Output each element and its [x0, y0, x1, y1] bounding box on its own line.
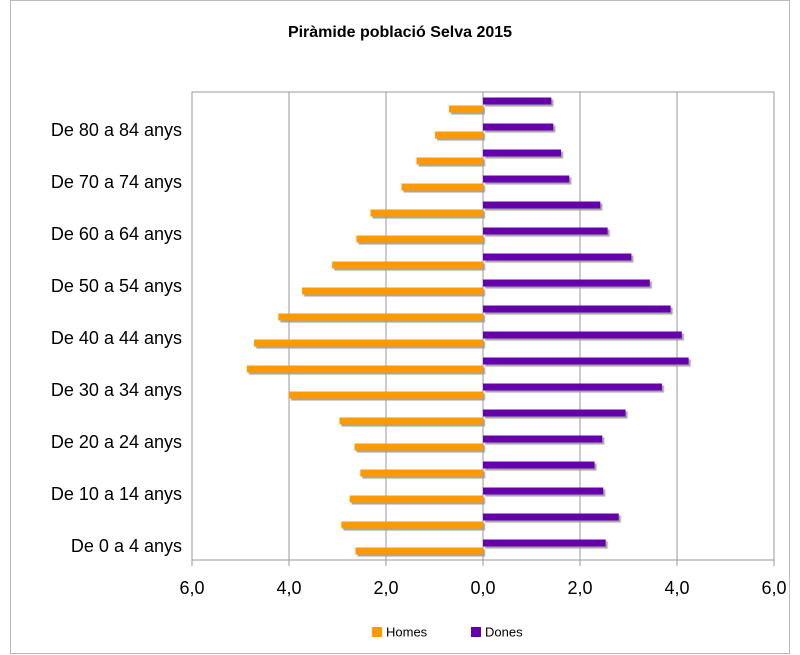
bar	[332, 261, 483, 269]
bar	[434, 131, 483, 139]
y-tick-label: De 60 a 64 anys	[51, 224, 182, 244]
x-tick-label: 4,0	[664, 578, 689, 598]
y-tick-label: De 80 a 84 anys	[51, 120, 182, 140]
x-tick-label: 2,0	[373, 578, 398, 598]
bar	[401, 183, 483, 191]
x-tick-label: 0,0	[470, 578, 495, 598]
bar	[360, 469, 483, 477]
bar	[370, 209, 483, 217]
legend-swatch	[471, 627, 481, 637]
bar	[449, 105, 483, 113]
y-tick-label: De 70 a 74 anys	[51, 172, 182, 192]
bar	[254, 339, 483, 347]
chart-title: Piràmide població Selva 2015	[288, 24, 512, 41]
y-tick-label: De 20 a 24 anys	[51, 432, 182, 452]
bar	[483, 279, 650, 287]
bar	[341, 521, 483, 529]
bar	[483, 357, 689, 365]
legend-swatch	[372, 627, 382, 637]
bar	[416, 157, 483, 165]
y-tick-label: De 0 a 4 anys	[71, 536, 182, 556]
x-tick-label: 6,0	[761, 578, 786, 598]
bar	[483, 201, 601, 209]
bar	[355, 547, 483, 555]
legend-label: Homes	[386, 624, 428, 639]
bar	[483, 461, 595, 469]
bar	[356, 235, 483, 243]
x-tick-label: 6,0	[179, 578, 204, 598]
bar	[483, 409, 626, 417]
bar	[483, 331, 682, 339]
bar	[483, 123, 554, 131]
bar	[483, 227, 608, 235]
bar	[289, 391, 483, 399]
x-tick-label: 2,0	[567, 578, 592, 598]
bar	[354, 443, 483, 451]
bar	[483, 149, 562, 157]
bar	[483, 97, 552, 105]
bar	[278, 313, 483, 321]
bar	[483, 487, 604, 495]
y-tick-label: De 50 a 54 anys	[51, 276, 182, 296]
bar	[483, 305, 671, 313]
y-tick-label: De 10 a 14 anys	[51, 484, 182, 504]
y-tick-label: De 40 a 44 anys	[51, 328, 182, 348]
bar	[483, 435, 603, 443]
bar	[302, 287, 483, 295]
bar	[349, 495, 483, 503]
x-tick-label: 4,0	[276, 578, 301, 598]
bar	[483, 513, 619, 521]
bar	[483, 175, 570, 183]
legend-label: Dones	[485, 624, 523, 639]
bar	[483, 253, 632, 261]
bar	[483, 383, 662, 391]
bar	[339, 417, 483, 425]
bar	[246, 365, 483, 373]
y-tick-label: De 30 a 34 anys	[51, 380, 182, 400]
bar	[483, 539, 606, 547]
